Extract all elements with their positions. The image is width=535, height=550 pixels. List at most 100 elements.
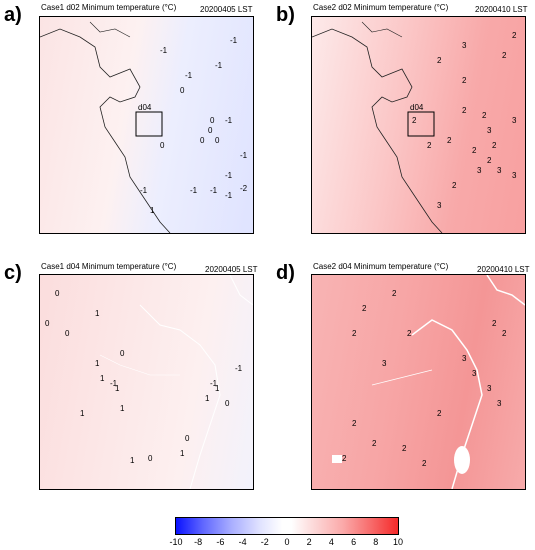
colorbar-tick-label: -8 (194, 537, 203, 547)
contour-label: 1 (80, 409, 85, 418)
contour-label: 2 (427, 141, 432, 150)
contour-label: 3 (487, 384, 492, 393)
panel-letter: d) (276, 262, 295, 284)
contour-label: 3 (487, 126, 492, 135)
contour-label: 2 (502, 329, 507, 338)
contour-label: 3 (512, 116, 517, 125)
contour-label: 1 (120, 404, 125, 413)
contour-label: 2 (342, 454, 347, 463)
contour-label: 2 (372, 439, 377, 448)
contour-label: 2 (412, 116, 417, 125)
colorbar-tick-label: -4 (238, 537, 247, 547)
contour-label: 0 (185, 434, 190, 443)
contour-label: -1 (160, 46, 168, 55)
contour-label: 0 (215, 136, 220, 145)
contour-label: 0 (120, 349, 125, 358)
contour-label: 3 (497, 399, 502, 408)
contour-label: 2 (482, 111, 487, 120)
contour-label: 3 (472, 369, 477, 378)
river-c (99, 275, 253, 489)
contour-label: 2 (502, 51, 507, 60)
contour-label: 2 (407, 329, 412, 338)
contour-label: 2 (512, 31, 517, 40)
panel-title: Case1 d02 Minimum temperature (°C) (41, 3, 177, 12)
panel-title: Case2 d02 Minimum temperature (°C) (313, 3, 449, 12)
panel-letter: c) (4, 262, 22, 284)
contour-label: -1 (225, 191, 233, 200)
contour-label: -1 (225, 171, 233, 180)
panel-date: 20200410 LST (475, 5, 528, 14)
contour-label: 1 (100, 374, 105, 383)
panel-date: 20200405 LST (200, 5, 253, 14)
contour-label: 0 (210, 116, 215, 125)
contour-label: 2 (422, 459, 427, 468)
contour-label: 0 (148, 454, 153, 463)
contour-label: 0 (200, 136, 205, 145)
map-c: 0 0 0 1 1 1 1 -1 0 1 1 -1 1 0 1 1 0 1 0 … (39, 274, 254, 490)
colorbar (175, 517, 399, 535)
contour-label: 0 (225, 399, 230, 408)
contour-label: 0 (65, 329, 70, 338)
colorbar-tick-label: 4 (328, 537, 334, 547)
contour-label: 2 (452, 181, 457, 190)
contour-label: 1 (130, 456, 135, 465)
colorbar-tick-label: 2 (306, 537, 312, 547)
d04-box (407, 111, 435, 137)
panel-title: Case2 d04 Minimum temperature (°C) (313, 262, 449, 271)
contour-label: 1 (115, 384, 120, 393)
contour-label: -1 (210, 379, 218, 388)
contour-label: 1 (205, 394, 210, 403)
contour-label: 3 (382, 359, 387, 368)
colorbar-tick-label: 0 (284, 537, 290, 547)
coastline-a (40, 21, 171, 233)
contour-label: 1 (95, 309, 100, 318)
colorbar-tick-label: -6 (216, 537, 225, 547)
contour-label: 3 (437, 201, 442, 210)
colorbar-tick-label: 10 (392, 537, 404, 547)
box-label: d04 (138, 103, 152, 112)
contour-label: 3 (462, 354, 467, 363)
colorbar-tick-label: -2 (260, 537, 269, 547)
contour-label: -1 (235, 364, 243, 373)
contour-label: 2 (487, 156, 492, 165)
contour-label: -1 (190, 186, 198, 195)
contour-label: 2 (437, 56, 442, 65)
contour-label: 1 (180, 449, 185, 458)
contour-label: 0 (55, 289, 60, 298)
contour-label: 3 (497, 166, 502, 175)
d04-box (135, 111, 163, 137)
contour-label: 2 (362, 304, 367, 313)
coastline-b (312, 21, 443, 233)
contour-label: 2 (402, 444, 407, 453)
contour-label: 0 (180, 86, 185, 95)
panel-letter: b) (276, 4, 295, 26)
colorbar-tick-label: 6 (351, 537, 357, 547)
contour-label: 2 (392, 289, 397, 298)
map-a: d04 -1 -1 -1 -1 0 0 0 -1 -1 -1 -1 -2 -1 … (39, 16, 254, 234)
contour-label: 2 (352, 419, 357, 428)
contour-label: -1 (230, 36, 238, 45)
contour-label: -1 (225, 116, 233, 125)
contour-label: 1 (150, 206, 155, 215)
contour-label: -1 (140, 186, 148, 195)
contour-label: 2 (492, 319, 497, 328)
box-label: d04 (410, 103, 424, 112)
contour-label: -1 (215, 61, 223, 70)
contour-label: 3 (477, 166, 482, 175)
map-d: 2 2 2 2 3 3 3 3 2 2 3 2 2 2 2 2 2 (311, 274, 526, 490)
contour-label: 0 (45, 319, 50, 328)
contour-label: 2 (462, 76, 467, 85)
contour-label: 1 (215, 384, 220, 393)
panel-title: Case1 d04 Minimum temperature (°C) (41, 262, 177, 271)
map-b: d04 3 2 2 2 2 3 3 2 2 2 3 3 2 3 2 2 2 2 … (311, 16, 526, 234)
contour-label: 2 (492, 141, 497, 150)
panel-date: 20200410 LST (477, 265, 530, 274)
contour-label: -1 (185, 71, 193, 80)
contour-label: 2 (352, 329, 357, 338)
river-d (332, 275, 525, 489)
panel-letter: a) (4, 4, 22, 26)
contour-label: 0 (208, 126, 213, 135)
contour-label: 2 (472, 146, 477, 155)
panel-date: 20200405 LST (205, 265, 258, 274)
contour-label: 0 (160, 141, 165, 150)
